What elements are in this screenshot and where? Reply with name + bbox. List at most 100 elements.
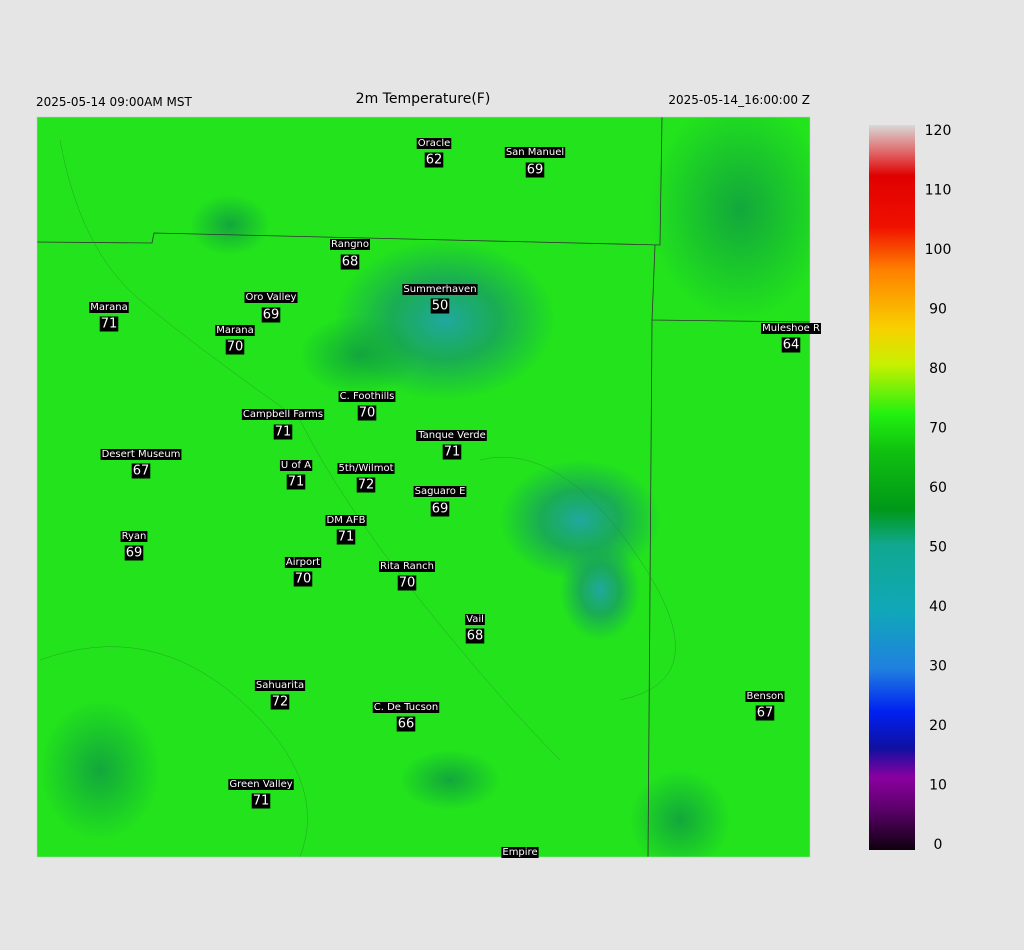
- station-name-bg: [330, 239, 370, 250]
- station-name-group: Marana: [89, 302, 129, 313]
- colorbar-tick-label: 10: [929, 778, 947, 794]
- station-value: 72: [358, 478, 375, 493]
- station-name: Oracle: [418, 138, 451, 149]
- station-name-bg: [501, 847, 539, 858]
- station-name-group: Oro Valley: [244, 292, 298, 303]
- station-value-bg: [286, 474, 306, 490]
- station-value-group: 70: [225, 339, 245, 355]
- station-name-bg: [89, 302, 129, 313]
- map: [37, 117, 810, 857]
- colorbar-tick-label: 80: [929, 361, 947, 377]
- station-name-bg: [337, 463, 395, 474]
- colorbar-tick-label: 0: [934, 837, 943, 853]
- station-value-bg: [755, 705, 775, 721]
- station-name: Muleshoe R: [762, 323, 820, 334]
- station-name-bg: [372, 702, 440, 713]
- station-value-bg: [131, 463, 151, 479]
- station-name: Benson: [746, 691, 783, 702]
- station-value: 69: [432, 502, 449, 517]
- station-value-group: 50: [430, 298, 450, 314]
- station-name-bg: [402, 284, 478, 295]
- init-time: 2025-05-14_16:00:00 Z: [668, 93, 810, 107]
- station-value-bg: [261, 307, 281, 323]
- station-name: San Manuel: [506, 147, 564, 158]
- station-value-bg: [356, 477, 376, 493]
- station-name-bg: [228, 779, 294, 790]
- colorbar: [869, 125, 915, 850]
- station-name: Campbell Farms: [243, 409, 323, 420]
- station-value-group: 71: [336, 529, 356, 545]
- station-value-group: 64: [781, 337, 801, 353]
- station-value-bg: [424, 152, 444, 168]
- colorbar-tick-label: 60: [929, 480, 947, 496]
- colorbar-tick-label: 120: [925, 123, 952, 139]
- station-name-group: Empire: [501, 847, 539, 858]
- station-value: 71: [444, 445, 461, 460]
- station-name-group: U of A: [279, 460, 313, 471]
- station-value-bg: [124, 545, 144, 561]
- station-value-bg: [99, 316, 119, 332]
- station-name-bg: [244, 292, 298, 303]
- station-value: 70: [399, 576, 416, 591]
- station-name-bg: [465, 614, 485, 625]
- station-name-group: Sahuarita: [254, 680, 306, 691]
- station-name: U of A: [281, 460, 311, 471]
- station-value: 71: [338, 530, 355, 545]
- station-value-group: 71: [251, 793, 271, 809]
- station-value: 70: [359, 406, 376, 421]
- station-name-group: Benson: [745, 691, 785, 702]
- station-value: 64: [783, 338, 800, 353]
- station-name-bg: [254, 680, 306, 691]
- station-value-group: 69: [261, 307, 281, 323]
- station-value-bg: [225, 339, 245, 355]
- station-name: Sahuarita: [256, 680, 304, 691]
- station-value: 68: [467, 629, 484, 644]
- station-value-group: 68: [340, 254, 360, 270]
- station-name: Vail: [466, 614, 484, 625]
- station-name-group: San Manuel: [504, 147, 566, 158]
- station-value-group: 71: [273, 424, 293, 440]
- station-value: 69: [527, 163, 544, 178]
- colorbar-tick-label: 30: [929, 659, 947, 675]
- station-name-bg: [279, 460, 313, 471]
- station-value: 50: [432, 299, 449, 314]
- station-name-group: C. Foothills: [338, 391, 396, 402]
- station-name-bg: [761, 323, 821, 334]
- station-name: Summerhaven: [403, 284, 476, 295]
- station-value-group: 71: [99, 316, 119, 332]
- station-value-bg: [273, 424, 293, 440]
- station-value-group: 70: [293, 571, 313, 587]
- station-value-group: 66: [396, 716, 416, 732]
- station-name-bg: [120, 531, 148, 542]
- station-value-bg: [430, 298, 450, 314]
- station-name: Marana: [90, 302, 127, 313]
- station-value-group: 70: [397, 575, 417, 591]
- station-name: Tanque Verde: [417, 430, 486, 441]
- station-name-group: Summerhaven: [402, 284, 478, 295]
- station-value: 71: [253, 794, 270, 809]
- station-name-group: DM AFB: [325, 515, 367, 526]
- colorbar-tick-label: 20: [929, 718, 947, 734]
- station-value-group: 69: [430, 501, 450, 517]
- station-name-group: Green Valley: [228, 779, 294, 790]
- station-name: Oro Valley: [246, 292, 297, 303]
- station-name-group: Marana: [215, 325, 255, 336]
- station-value-group: 69: [525, 162, 545, 178]
- station-name-bg: [413, 486, 467, 497]
- station-name: C. De Tucson: [374, 702, 438, 713]
- colorbar-tick-label: 110: [925, 183, 952, 199]
- station-name-group: Vail: [465, 614, 485, 625]
- station-name: Marana: [216, 325, 253, 336]
- station-name: Empire: [502, 847, 537, 858]
- colorbar-tick-label: 90: [929, 302, 947, 318]
- station-name-bg: [379, 561, 435, 572]
- station-name-bg: [338, 391, 396, 402]
- station-name-group: Saguaro E: [413, 486, 467, 497]
- station-name-bg: [745, 691, 785, 702]
- station-name-group: Campbell Farms: [241, 409, 325, 420]
- station-value-group: 72: [356, 477, 376, 493]
- station-value-bg: [525, 162, 545, 178]
- station-name-group: Airport: [284, 557, 322, 568]
- station-value: 70: [295, 572, 312, 587]
- station-value-group: 62: [424, 152, 444, 168]
